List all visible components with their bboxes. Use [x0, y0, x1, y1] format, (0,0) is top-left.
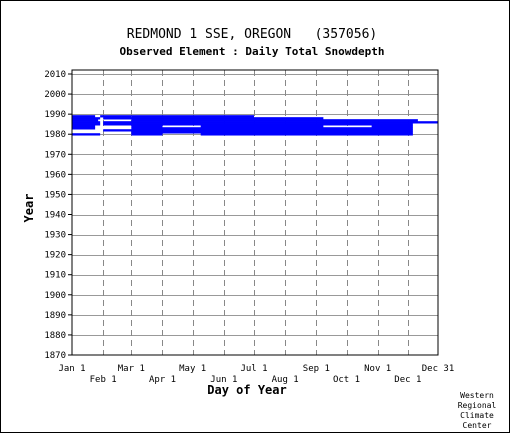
x-tick-label: Jul 1 — [240, 364, 267, 374]
y-tick-label: 1980 — [44, 130, 66, 140]
x-tick-label: Feb 1 — [90, 375, 117, 385]
x-tick-label: Nov 1 — [364, 364, 391, 374]
y-tick-label: 2000 — [44, 90, 66, 100]
y-tick-label: 1990 — [44, 110, 66, 120]
snowdepth-bar — [200, 133, 413, 136]
snowdepth-bar — [200, 125, 324, 128]
credit-line: Climate — [460, 411, 494, 420]
credit-line: Center — [463, 421, 492, 430]
grid-lines — [72, 70, 438, 355]
x-tick-label: Mar 1 — [118, 364, 145, 374]
credit-line: Western — [460, 391, 494, 400]
snowdepth-bar — [131, 133, 163, 136]
snowdepth-bar — [103, 129, 413, 132]
y-tick-label: 1890 — [44, 311, 66, 321]
x-tick-label: May 1 — [179, 364, 206, 374]
snowdepth-bar — [72, 117, 101, 120]
snowdepth-bar — [103, 117, 324, 120]
snowdepth-bar — [72, 125, 96, 128]
y-axis-label: Year — [22, 194, 36, 223]
x-axis-label: Day of Year — [207, 383, 286, 397]
snowdepth-bar — [103, 123, 413, 126]
y-tick-label: 2010 — [44, 70, 66, 80]
snowdepth-bar — [131, 115, 254, 118]
snowdepth-bar — [72, 133, 101, 136]
y-tick-label: 1970 — [44, 150, 66, 160]
snowdepth-bar — [72, 123, 101, 126]
y-tick-labels: 1870 1880 1890 1900 1910 1920 1930 1940 1950 1960… — [44, 70, 72, 361]
y-tick-label: 1920 — [44, 251, 66, 261]
snowdepth-bar — [100, 115, 132, 118]
snowdepth-bar — [131, 119, 418, 122]
x-tick-label: Sep 1 — [303, 364, 330, 374]
snowdepth-bar — [131, 125, 163, 128]
snowdepth-bar — [131, 131, 413, 134]
y-tick-label: 1950 — [44, 190, 66, 200]
snowdepth-bar — [72, 115, 96, 118]
y-tick-label: 1960 — [44, 170, 66, 180]
y-tick-label: 1930 — [44, 231, 66, 241]
y-tick-label: 1870 — [44, 351, 66, 361]
chart-subtitle: Observed Element : Daily Total Snowdepth — [120, 45, 385, 58]
snowdepth-bar — [103, 121, 439, 124]
chart-title: REDMOND 1 SSE, OREGON (357056) — [127, 27, 377, 42]
y-tick-label: 1900 — [44, 291, 66, 301]
x-tick-label: Aug 1 — [272, 375, 299, 385]
y-tick-label: 1940 — [44, 211, 66, 221]
snowdepth-bar — [371, 125, 413, 128]
snowdepth-bar — [131, 127, 413, 130]
data-bars — [72, 115, 439, 136]
x-tick-label: Dec 31 — [422, 364, 455, 374]
x-tick-label: Oct 1 — [333, 375, 360, 385]
snowdepth-bar — [72, 121, 101, 124]
credit-line: Regional — [458, 401, 497, 410]
snowdepth-bar — [72, 127, 96, 130]
snowdepth-bar — [72, 119, 99, 122]
x-tick-label: Jun 1 — [210, 375, 237, 385]
y-tick-label: 1880 — [44, 331, 66, 341]
plot-area-border — [71, 69, 439, 356]
x-tick-label: Jan 1 — [58, 364, 85, 374]
x-tick-label: Apr 1 — [149, 375, 176, 385]
y-tick-label: 1910 — [44, 271, 66, 281]
x-tick-label: Dec 1 — [394, 375, 421, 385]
x-tick-labels: Jan 1 Mar 1 May 1 Jul 1 Sep 1 Nov 1 Dec 31 Feb … — [58, 364, 454, 385]
